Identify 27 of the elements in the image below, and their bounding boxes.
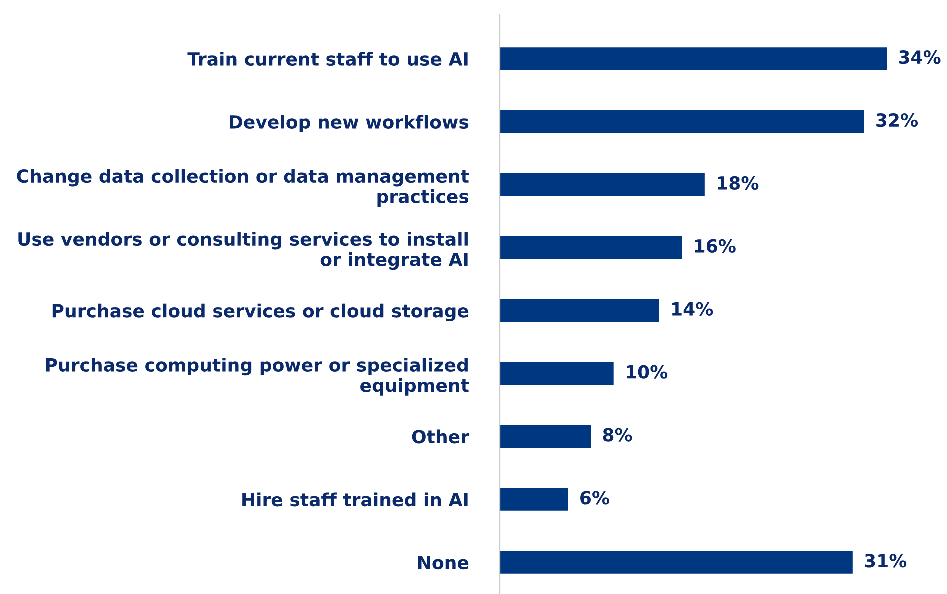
y-tick-label: Hire staff trained in AI <box>242 492 468 507</box>
data-label: 34% <box>899 50 941 64</box>
bar <box>500 236 682 260</box>
data-label: 18% <box>718 176 759 190</box>
y-tick-label: Develop new workflows <box>230 115 469 132</box>
data-label: 6% <box>580 491 610 505</box>
y-tick-label: Purchase computing power or specialized equipment <box>46 358 470 396</box>
y-tick-label: None <box>418 556 469 570</box>
y-tick-label: Change data collection or data management practices <box>17 169 470 207</box>
data-label: 14% <box>672 302 714 316</box>
data-label: 8% <box>603 428 632 442</box>
data-label: 32% <box>876 113 918 128</box>
y-tick-label: Use vendors or consulting services to install or integrate AI <box>18 232 468 270</box>
y-tick-label: Train current staff to use AI <box>188 52 468 66</box>
bar <box>500 362 614 385</box>
bar <box>500 299 660 322</box>
bar <box>500 110 864 134</box>
data-label: 10% <box>627 365 668 379</box>
bar <box>500 173 705 196</box>
bar <box>500 488 568 511</box>
bar <box>500 551 853 574</box>
y-tick-label: Purchase cloud services or cloud storage <box>52 304 469 322</box>
data-label: 31% <box>865 554 907 568</box>
data-label: 16% <box>695 239 736 254</box>
bar <box>500 425 592 448</box>
bar <box>500 48 888 70</box>
y-tick-label: Other <box>412 430 470 444</box>
